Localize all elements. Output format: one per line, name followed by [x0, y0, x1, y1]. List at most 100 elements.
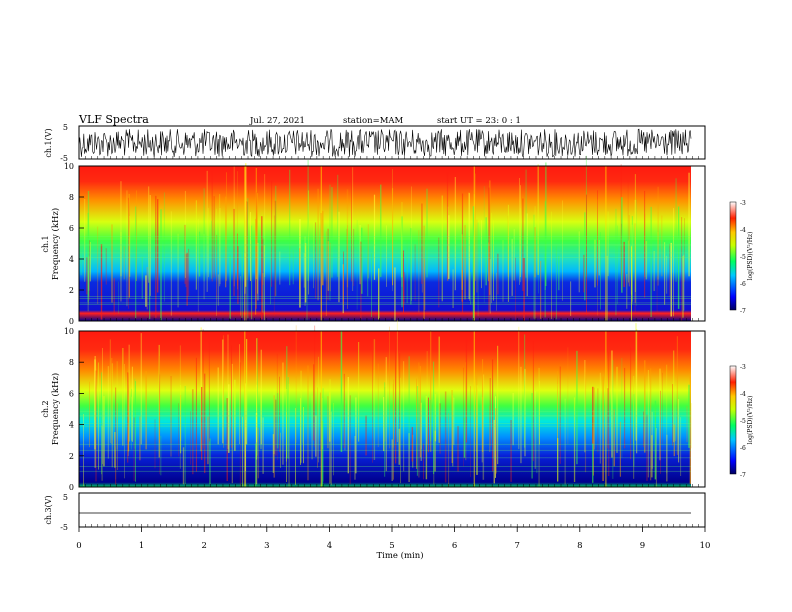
- ch2-spectrogram-streak: [489, 405, 491, 452]
- ch2-spectrogram-band: [79, 415, 691, 416]
- ch2-spectrogram-streak: [226, 398, 228, 481]
- ch2-spectrogram-streak: [276, 393, 279, 449]
- ch2-spectrogram-streak: [286, 388, 287, 482]
- ch1-spectrogram-streak: [438, 237, 440, 308]
- ch1-spectrogram-streak: [270, 250, 271, 305]
- ch2-spectrogram-streak: [257, 427, 259, 479]
- ch2-spectrogram-streak: [630, 347, 632, 460]
- ch2-spectrogram-streak: [303, 407, 304, 464]
- ch1-spec-ytick-label: 8: [69, 193, 74, 202]
- ch2-spectrogram-burst: [244, 331, 246, 487]
- ch1-spectrogram-streak: [491, 212, 492, 304]
- ch1-spectrogram-streak: [454, 177, 456, 291]
- ch2-spectrogram-streak: [154, 419, 156, 469]
- ch1-spectrogram-streak: [250, 212, 251, 281]
- ch1-spectrogram-streak: [246, 200, 247, 321]
- ch1-spectrogram-streak: [598, 240, 600, 276]
- ch1-spectrogram-streak: [537, 164, 539, 275]
- ch2-spectrogram-streak: [659, 368, 661, 461]
- ch1-spectrogram-streak: [392, 169, 393, 292]
- ch2-spectrogram-streak: [128, 344, 130, 442]
- ch1-spectrogram-streak: [670, 242, 672, 317]
- ch2-spectrogram-streak: [195, 357, 197, 472]
- ch2-spectrogram-streak: [288, 383, 290, 487]
- ch2-spectrogram-streak: [633, 376, 635, 479]
- ch1-spectrogram-streak: [621, 197, 623, 293]
- ch2-colorbar-tick-label: -5: [740, 418, 746, 425]
- ch2-spectrogram-streak: [524, 368, 526, 457]
- ch1-spectrogram-streak: [229, 255, 231, 319]
- ch2-spectrogram-streak: [333, 403, 334, 476]
- ch1-spectrogram-streak: [304, 236, 306, 306]
- ch2-spectrogram-streak: [465, 337, 468, 443]
- ch1-spectrogram-streak: [401, 216, 403, 308]
- ch1-spectrogram-streak: [675, 178, 677, 282]
- ch2-spectrogram-streak: [434, 430, 436, 472]
- header-start-time: start UT = 23: 0 : 1: [437, 116, 521, 126]
- ch1-spectrogram-streak: [203, 188, 205, 282]
- ch2-spectrogram-streak: [140, 333, 142, 445]
- ch1-spectrogram-streak: [475, 173, 476, 281]
- ch2-spectrogram-streak: [557, 384, 559, 460]
- ch2-spectrogram-streak: [391, 439, 393, 481]
- ch1-spectrogram-streak: [299, 248, 301, 290]
- ch1-spectrogram-streak: [87, 190, 90, 296]
- ch1-spectrogram-streak: [317, 188, 319, 301]
- ch1-waveform-panel: 5 -5 ch.1(V): [44, 123, 706, 163]
- ch1-spectrogram-streak: [483, 186, 485, 303]
- ch1-spectrogram-streak: [225, 196, 227, 288]
- ch1-spectrogram-streak: [360, 241, 362, 320]
- ch2-spectrogram-streak: [158, 344, 160, 458]
- x-axis-tick-label: 6: [452, 541, 457, 551]
- ch2-spectrogram-streak: [636, 329, 638, 454]
- ch1-spectrogram-streak: [322, 210, 324, 286]
- ch2-spectrogram-streak: [102, 348, 103, 465]
- ch2-spec-ylabel-freq: Frequency (kHz): [50, 373, 61, 445]
- ch2-spectrogram-streak: [373, 339, 376, 460]
- ch2-spectrogram-streak: [425, 396, 428, 480]
- ch1-spectrogram-streak: [472, 206, 475, 321]
- ch1-spectrogram-streak: [313, 221, 314, 289]
- ch2-spectrogram-streak: [463, 367, 464, 467]
- ch2-spectrogram-streak: [690, 403, 692, 449]
- ch2-spectrogram-streak: [398, 428, 400, 465]
- ch2-spectrogram-streak: [678, 399, 680, 463]
- ch1-spectrogram-streak: [544, 201, 546, 290]
- ch1-spectrogram-streak: [578, 231, 580, 293]
- ch2-spectrogram-streak: [384, 387, 386, 442]
- ch1-colorbar-tick-label: -3: [740, 200, 746, 207]
- ch2-spectrogram-streak: [613, 409, 615, 467]
- ch1-spectrogram-streak: [186, 252, 188, 306]
- ch2-spectrogram-streak: [680, 417, 682, 476]
- ch2-spectrogram-streak: [103, 396, 105, 467]
- ch2-spectrogram-streak: [365, 415, 367, 456]
- ch2-spectrogram-streak: [287, 377, 289, 459]
- ch1-spectrogram-streak: [441, 195, 443, 302]
- ch2-spectrogram-streak: [633, 394, 635, 467]
- ch1-spectrogram-streak: [216, 234, 218, 299]
- ch1-spectrogram-streak: [496, 272, 497, 311]
- ch2-spec-ytick-label: 4: [69, 421, 74, 430]
- ch1-spectrogram-streak: [470, 272, 472, 305]
- ch1-spectrogram-streak: [424, 259, 426, 310]
- ch1-spectrogram-streak: [669, 243, 670, 297]
- ch2-spectrogram-streak: [689, 376, 691, 484]
- x-axis-tick-label: 0: [76, 541, 81, 551]
- ch1-spectrogram-streak: [378, 268, 380, 320]
- ch1-spectrogram-streak: [261, 216, 263, 320]
- ch1-spectrogram-streak: [682, 256, 684, 318]
- ch1-spectrogram-burst: [605, 166, 607, 321]
- ch1-spectrogram-streak: [606, 255, 608, 321]
- ch1-spec-ytick-label: 2: [69, 286, 74, 295]
- ch2-spectrogram-streak: [411, 427, 413, 462]
- ch1-spectrogram-streak: [507, 215, 509, 277]
- ch1-spectrogram-streak: [240, 276, 241, 316]
- ch1-spectrogram-streak: [418, 230, 420, 313]
- ch2-spectrogram-streak: [673, 350, 675, 443]
- ch1-spectrogram-streak: [331, 187, 333, 278]
- ch2-spectrogram-streak: [315, 415, 317, 457]
- ch2-spectrogram-streak: [476, 385, 478, 475]
- ch2-spec-ylabel-ch: ch.2: [41, 400, 50, 417]
- ch2-spectrogram-streak: [377, 363, 379, 448]
